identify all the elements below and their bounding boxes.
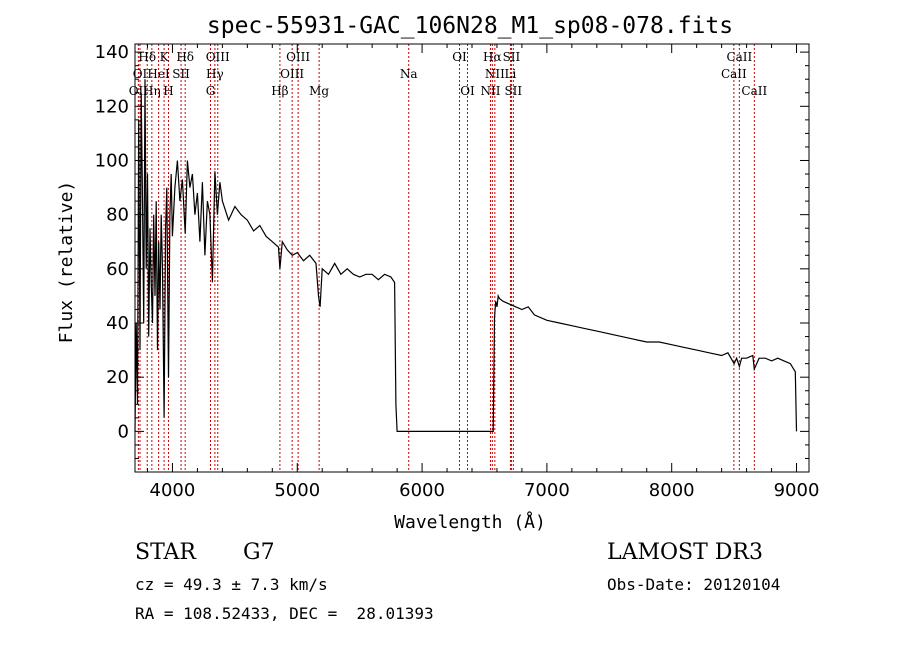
y-tick-label: 0	[118, 421, 129, 442]
spectral-line-label: Na	[400, 67, 418, 81]
object-subclass: G7	[243, 540, 275, 565]
y-tick-label: 80	[106, 205, 129, 226]
spectral-line-label: CaII	[741, 84, 767, 98]
y-tick-label: 100	[95, 150, 129, 171]
spectral-line-label: CaII	[721, 67, 747, 81]
spectral-line-labels: Hδ OI OII K HeI Hη SII H Hδ OIII Hγ G OIII OIII Hβ Mg Na…	[129, 50, 768, 98]
spectral-line-label: NII	[480, 84, 500, 98]
spectral-line-markers	[137, 44, 755, 472]
spectral-line-label: Hδ	[138, 50, 156, 64]
spectral-line-label: Hα	[483, 50, 502, 64]
spectral-line-label: OI	[452, 50, 467, 64]
x-tick-label: 9000	[774, 480, 820, 501]
y-tick-label: 120	[95, 96, 129, 117]
survey-name: LAMOST DR3	[607, 540, 763, 565]
observation-date: Obs-Date: 20120104	[607, 575, 781, 594]
spectral-line-label: H	[163, 84, 173, 98]
spectral-line-label: G	[206, 84, 216, 98]
chart-title: spec-55931-GAC_106N28_M1_sp08-078.fits	[207, 13, 733, 39]
flux-series-line	[134, 79, 798, 432]
y-tick-label: 140	[95, 42, 129, 63]
spectral-line-label: OIII	[280, 67, 304, 81]
x-tick-label: 5000	[274, 480, 320, 501]
y-tick-label: 40	[106, 313, 129, 334]
spectral-line-label: OIII	[206, 50, 230, 64]
spectral-line-label: OI	[460, 84, 475, 98]
spectral-line-label: Hδ	[176, 50, 194, 64]
x-tick-label: 7000	[524, 480, 570, 501]
x-tick-label: 8000	[649, 480, 695, 501]
y-tick-label: 20	[106, 367, 129, 388]
spectral-line-label: OII	[129, 84, 149, 98]
spectral-line-label: HeI	[147, 67, 170, 81]
spectral-line-label: Hη	[143, 84, 161, 98]
spectral-line-label: SII	[504, 84, 522, 98]
x-tick-label: 6000	[399, 480, 445, 501]
spectral-line-label: Hβ	[271, 84, 288, 98]
spectral-line-label: SII	[503, 50, 521, 64]
spectral-line-label: Mg	[309, 84, 329, 98]
x-tick-label: 4000	[150, 480, 196, 501]
redshift-readout: cz = 49.3 ± 7.3 km/s	[135, 575, 328, 594]
spectral-line-label: K	[160, 50, 170, 64]
spectral-line-label: OIII	[286, 50, 310, 64]
spectral-line-label: SII	[172, 67, 190, 81]
spectral-line-label: Hγ	[206, 67, 224, 81]
y-tick-label: 60	[106, 259, 129, 280]
coordinates-readout: RA = 108.52433, DEC = 28.01393	[135, 604, 434, 623]
spectral-line-label: CaII	[726, 50, 752, 64]
object-class: STAR	[135, 540, 196, 565]
spectral-line-label: OI	[133, 67, 148, 81]
y-axis-label: Flux (relative)	[56, 181, 77, 344]
spectral-line-label: NII	[485, 67, 505, 81]
x-axis-label: Wavelength (Å)	[394, 511, 546, 533]
plot-frame	[134, 43, 810, 473]
spectral-line-label: Li	[505, 67, 517, 81]
axis-ticks: 4000 5000 6000 7000 8000 9000 0 20 40 60 80 100 120 1…	[95, 42, 820, 501]
